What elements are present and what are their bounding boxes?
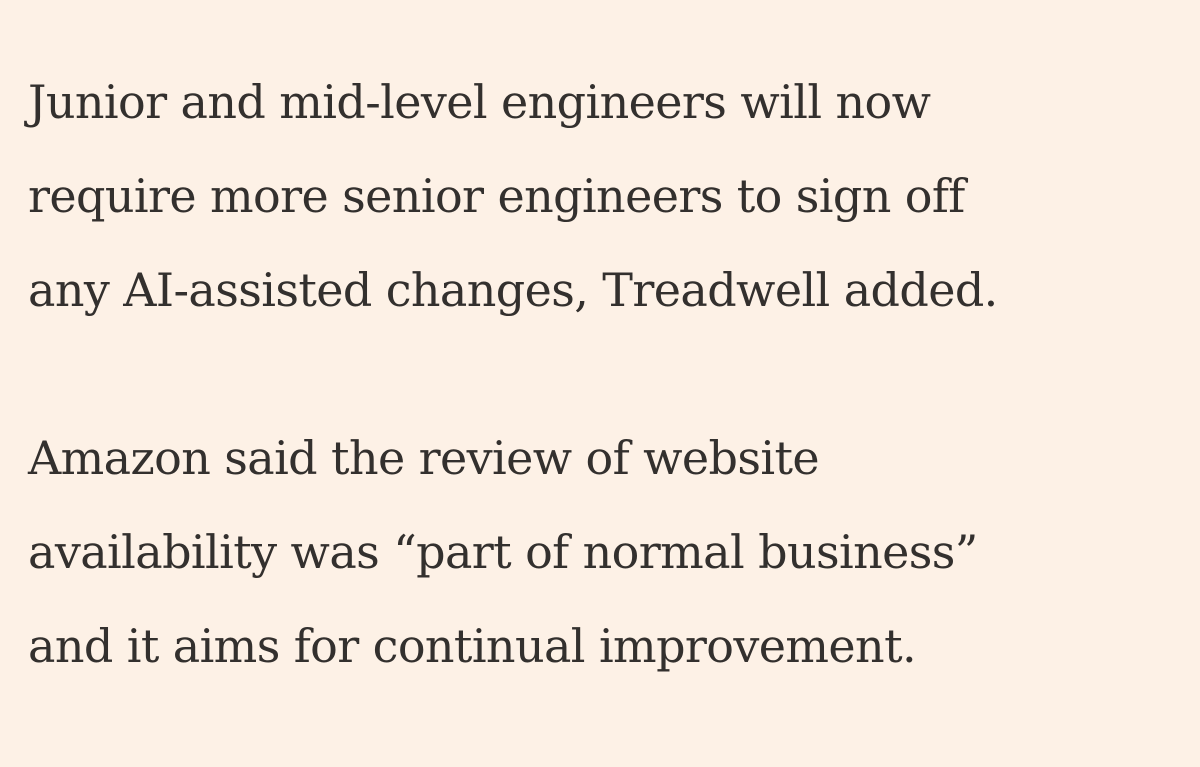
paragraph-line: Junior and mid-level engineers will now	[28, 75, 931, 129]
paragraph-line: and it aims for continual improvement.	[28, 619, 917, 673]
paragraph-line: availability was “part of normal busines…	[28, 525, 978, 579]
article-paragraph: Junior and mid-level engineers will now …	[28, 55, 1178, 337]
paragraph-line: Amazon said the review of website	[28, 431, 820, 485]
paragraph-line: any AI-assisted changes, Treadwell added…	[28, 263, 998, 317]
article-paragraph: Amazon said the review of website availa…	[28, 411, 1178, 693]
paragraph-line: require more senior engineers to sign of…	[28, 169, 965, 223]
